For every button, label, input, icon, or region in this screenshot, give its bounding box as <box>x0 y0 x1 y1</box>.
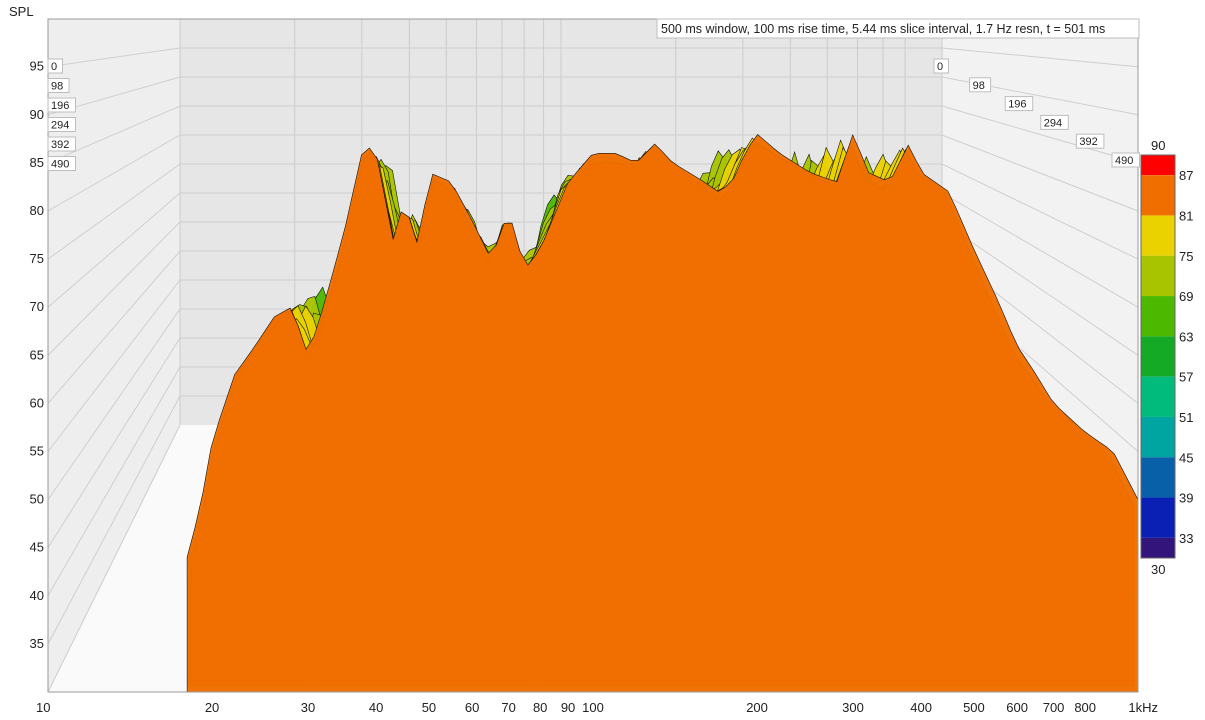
y-tick-label: 40 <box>30 588 44 603</box>
y-tick-label: 75 <box>30 251 44 266</box>
x-tick-label: 300 <box>842 700 864 715</box>
y-gridline <box>47 47 1139 68</box>
x-tick-label: 500 <box>963 700 985 715</box>
color-scale-label: 51 <box>1179 410 1193 425</box>
y-tick-label: 35 <box>30 636 44 651</box>
y-tick-label: 85 <box>30 155 44 170</box>
color-scale-label: 30 <box>1151 562 1165 577</box>
y-gridline <box>47 76 1139 116</box>
color-scale-label: 69 <box>1179 289 1193 304</box>
x-tick-label: 600 <box>1006 700 1028 715</box>
svg-text:196: 196 <box>1008 99 1026 111</box>
time-label-right: 392 <box>1075 133 1105 149</box>
time-slice <box>186 134 1139 693</box>
color-scale-label: 75 <box>1179 249 1193 264</box>
waterfall-surface <box>186 134 1139 693</box>
color-band <box>1141 537 1175 558</box>
svg-text:196: 196 <box>51 100 69 112</box>
x-tick-label: 30 <box>301 700 315 715</box>
svg-text:490: 490 <box>1115 155 1133 167</box>
color-band <box>1141 336 1175 377</box>
svg-text:98: 98 <box>973 80 985 92</box>
x-tick-label: 80 <box>533 700 547 715</box>
time-label-left: 294 <box>47 117 76 132</box>
color-band <box>1141 416 1175 458</box>
time-label-right: 196 <box>1004 96 1034 112</box>
x-tick-label: 100 <box>582 700 604 715</box>
x-tick-label: 200 <box>746 700 768 715</box>
time-label-left: 196 <box>47 97 76 113</box>
x-tick-label: 60 <box>465 700 479 715</box>
time-label-right: 98 <box>969 77 992 93</box>
time-slice-labels: 0 0 98 98 196 196 294 294 392 392 490 490 <box>47 58 1140 171</box>
y-tick-label: 55 <box>30 444 44 459</box>
color-scale-label: 63 <box>1179 329 1193 344</box>
title-box: 500 ms window, 100 ms rise time, 5.44 ms… <box>656 18 1140 39</box>
y-tick-label: 70 <box>30 299 44 314</box>
color-band <box>1141 497 1175 538</box>
y-axis-label: SPL <box>9 4 34 19</box>
color-scale-label: 87 <box>1179 168 1193 183</box>
x-tick-label: 800 <box>1074 700 1096 715</box>
x-tick-label: 90 <box>561 700 575 715</box>
svg-text:0: 0 <box>51 61 57 73</box>
time-label-right: 0 <box>933 58 949 74</box>
chart-title: 500 ms window, 100 ms rise time, 5.44 ms… <box>661 22 1105 36</box>
color-scale-label: 57 <box>1179 370 1193 385</box>
plot-frame <box>47 18 1139 693</box>
color-band <box>1141 376 1175 417</box>
svg-text:0: 0 <box>937 61 943 73</box>
y-tick-label: 50 <box>30 492 44 507</box>
time-label-left: 98 <box>47 78 70 93</box>
time-label-right: 294 <box>1040 114 1069 130</box>
svg-text:392: 392 <box>51 139 69 151</box>
x-tick-label: 40 <box>369 700 383 715</box>
y-axis-ticks: 35 40 45 50 55 60 65 70 75 80 85 90 95 <box>30 59 44 651</box>
color-band <box>1141 255 1175 297</box>
x-tick-label: 700 <box>1043 700 1065 715</box>
y-tick-label: 80 <box>30 203 44 218</box>
color-band <box>1141 175 1175 216</box>
svg-text:98: 98 <box>51 81 63 93</box>
x-tick-label: 1kHz <box>1128 700 1158 715</box>
color-band <box>1141 155 1175 176</box>
y-gridline <box>47 163 1139 260</box>
x-tick-label: 10 <box>36 700 50 715</box>
color-scale-legend: 90 87 81 75 69 63 57 51 45 39 33 30 <box>1140 138 1193 577</box>
color-band <box>1141 215 1175 256</box>
y-tick-label: 60 <box>30 395 44 410</box>
x-axis-ticks: 10 20 30 40 50 60 70 80 90 100 200 300 400 500 600 700 8… <box>36 700 1158 715</box>
time-label-right: 490 <box>1111 152 1140 168</box>
svg-text:490: 490 <box>51 159 69 171</box>
color-scale-label: 45 <box>1179 450 1193 465</box>
svg-text:392: 392 <box>1079 136 1097 148</box>
y-tick-label: 65 <box>30 347 44 362</box>
y-gridline <box>47 105 1139 164</box>
y-tick-label: 45 <box>30 540 44 555</box>
color-scale-label: 81 <box>1179 208 1193 223</box>
color-band <box>1141 457 1175 498</box>
color-scale-label: 90 <box>1151 138 1165 153</box>
y-tick-label: 95 <box>30 59 44 74</box>
color-band <box>1141 296 1175 337</box>
svg-text:294: 294 <box>1044 117 1062 129</box>
y-tick-label: 90 <box>30 107 44 122</box>
x-gridline <box>47 19 181 693</box>
x-tick-label: 70 <box>501 700 515 715</box>
time-label-left: 490 <box>47 156 76 171</box>
time-label-left: 0 <box>47 58 63 74</box>
time-label-left: 392 <box>47 136 76 152</box>
x-tick-label: 50 <box>422 700 436 715</box>
y-gridline <box>47 134 1139 212</box>
color-scale-label: 33 <box>1179 531 1193 546</box>
svg-text:294: 294 <box>51 120 69 132</box>
x-tick-label: 20 <box>205 700 219 715</box>
color-scale-label: 39 <box>1179 491 1193 506</box>
x-tick-label: 400 <box>910 700 932 715</box>
